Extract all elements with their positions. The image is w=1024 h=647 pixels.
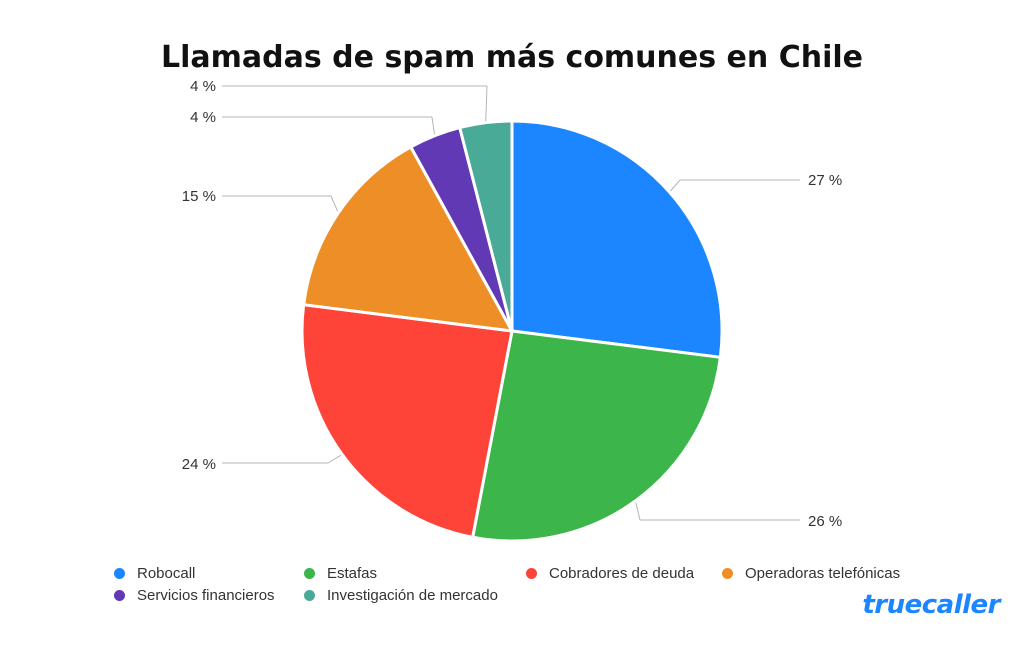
leader-line-tick: [327, 454, 343, 464]
legend-swatch: [114, 568, 125, 579]
leader-line-tick: [634, 500, 641, 521]
legend-label: Operadoras telefónicas: [745, 565, 901, 582]
pie-slice-cobradores-de-deuda: [300, 303, 514, 539]
legend-item-cobradores: Cobradores de deuda: [526, 565, 694, 582]
leader-line-tick: [485, 85, 488, 123]
legend-label: Robocall: [137, 565, 196, 582]
chart-title: Llamadas de spam más comunes en Chile: [161, 40, 863, 75]
truecaller-logo: truecaller: [862, 590, 1000, 620]
legend-swatch: [304, 568, 315, 579]
data-label: 27 %: [808, 172, 842, 189]
pie-slice-operadoras-telef-nicas: [302, 145, 514, 333]
pie-slice-estafas: [471, 329, 722, 543]
legend-item-investigacion: Investigación de mercado: [304, 587, 498, 604]
data-label: 15 %: [182, 188, 216, 205]
leader-line-tick: [330, 195, 339, 214]
legend-swatch: [304, 590, 315, 601]
leader-line-tick: [431, 116, 436, 136]
legend-item-servicios: Servicios financieros: [114, 587, 275, 604]
leader-line-tick: [669, 179, 681, 193]
legend-item-estafas: Estafas: [304, 565, 377, 582]
data-label: 4 %: [190, 109, 216, 126]
legend-item-operadoras: Operadoras telefónicas: [722, 565, 900, 582]
data-label: 4 %: [190, 78, 216, 95]
data-label: 24 %: [182, 456, 216, 473]
data-label: 26 %: [808, 513, 842, 530]
legend-label: Servicios financieros: [137, 587, 275, 604]
legend-swatch: [526, 568, 537, 579]
pie-slice-investigaci-n-de-mercado: [458, 119, 514, 333]
legend-item-robocall: Robocall: [114, 565, 195, 582]
legend-label: Investigación de mercado: [327, 587, 498, 604]
legend-label: Cobradores de deuda: [549, 565, 695, 582]
pie-slice-robocall: [510, 119, 724, 359]
legend-label: Estafas: [327, 565, 378, 582]
legend-swatch: [114, 590, 125, 601]
legend-swatch: [722, 568, 733, 579]
